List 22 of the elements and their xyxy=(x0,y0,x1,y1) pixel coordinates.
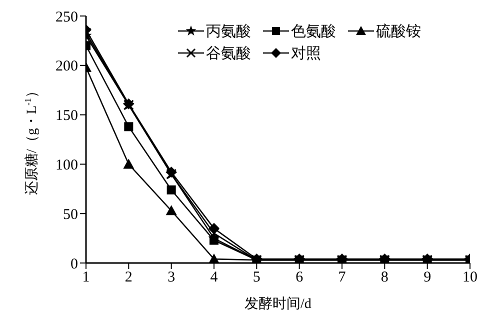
x-tick-label: 8 xyxy=(380,270,388,286)
x-tick-label: 2 xyxy=(124,270,132,286)
x-tick-label: 6 xyxy=(296,270,304,286)
legend-label: 丙氨酸 xyxy=(206,22,251,40)
y-tick-label: 250 xyxy=(56,9,78,26)
y-tick-label: 0 xyxy=(70,256,78,272)
legend-label: 硫酸铵 xyxy=(376,22,421,40)
y-tick-label: 200 xyxy=(56,58,78,75)
x-tick-label: 7 xyxy=(338,270,346,286)
x-axis-title: 发酵时间/d xyxy=(244,296,312,312)
x-tick-label: 4 xyxy=(210,270,218,286)
y-tick-label: 50 xyxy=(63,206,78,223)
x-tick-label: 1 xyxy=(82,270,90,286)
legend-label: 谷氨酸 xyxy=(206,44,251,62)
x-tick-label: 9 xyxy=(424,270,432,286)
legend-label: 色氨酸 xyxy=(291,22,336,40)
x-tick-label: 5 xyxy=(252,270,260,286)
legend-label: 对照 xyxy=(291,44,321,62)
x-tick-label: 10 xyxy=(462,270,478,286)
y-tick-label: 100 xyxy=(56,158,78,174)
y-tick-label: 150 xyxy=(56,108,78,124)
x-tick-label: 3 xyxy=(168,270,176,286)
